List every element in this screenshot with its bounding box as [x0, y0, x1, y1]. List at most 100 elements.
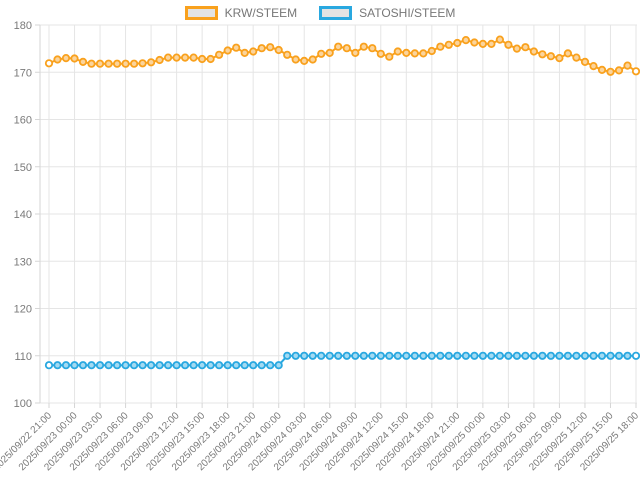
data-point[interactable]	[172, 53, 181, 62]
data-point[interactable]	[266, 43, 275, 52]
data-point[interactable]	[427, 46, 436, 56]
data-point[interactable]	[359, 351, 368, 360]
data-point[interactable]	[78, 57, 88, 67]
data-point[interactable]	[436, 351, 445, 360]
data-point[interactable]	[461, 351, 470, 360]
data-point[interactable]	[555, 53, 564, 63]
data-point[interactable]	[555, 351, 564, 360]
data-point[interactable]	[470, 351, 479, 360]
data-point[interactable]	[359, 42, 368, 51]
data-point[interactable]	[453, 351, 462, 360]
data-point[interactable]	[53, 55, 62, 64]
legend-item-satoshi-steem[interactable]: SATOSHI/STEEM	[319, 6, 455, 20]
data-point[interactable]	[580, 351, 590, 360]
data-point[interactable]	[478, 351, 487, 360]
data-point[interactable]	[138, 59, 147, 68]
data-point[interactable]	[614, 351, 624, 360]
data-point[interactable]	[232, 361, 241, 370]
data-point[interactable]	[487, 351, 496, 360]
data-point[interactable]	[232, 43, 241, 52]
data-point[interactable]	[138, 361, 147, 370]
data-point[interactable]	[155, 361, 164, 370]
data-point[interactable]	[444, 351, 453, 360]
data-point[interactable]	[44, 361, 54, 370]
data-point[interactable]	[223, 361, 232, 370]
data-point[interactable]	[521, 43, 530, 52]
data-point[interactable]	[580, 57, 590, 67]
data-point[interactable]	[444, 40, 453, 49]
data-point[interactable]	[368, 351, 377, 360]
data-point[interactable]	[61, 361, 71, 370]
data-point[interactable]	[546, 351, 556, 360]
data-point[interactable]	[198, 361, 207, 370]
data-point[interactable]	[130, 59, 139, 68]
data-point[interactable]	[95, 361, 105, 370]
data-point[interactable]	[70, 54, 79, 63]
data-point[interactable]	[87, 361, 96, 370]
data-point[interactable]	[181, 361, 190, 370]
data-point[interactable]	[317, 351, 326, 360]
data-point[interactable]	[189, 53, 198, 62]
data-point[interactable]	[385, 52, 394, 61]
data-point[interactable]	[614, 66, 624, 75]
data-point[interactable]	[95, 59, 105, 68]
data-point[interactable]	[410, 351, 419, 360]
data-point[interactable]	[376, 49, 385, 58]
data-point[interactable]	[597, 65, 607, 75]
data-point[interactable]	[368, 44, 377, 53]
data-point[interactable]	[563, 49, 573, 58]
data-point[interactable]	[504, 40, 513, 49]
data-point[interactable]	[283, 50, 292, 59]
data-point[interactable]	[181, 53, 190, 62]
data-point[interactable]	[206, 54, 215, 64]
data-point[interactable]	[61, 53, 71, 63]
data-point[interactable]	[325, 351, 334, 360]
data-point[interactable]	[436, 42, 445, 51]
data-point[interactable]	[563, 351, 573, 360]
data-point[interactable]	[291, 55, 300, 64]
data-point[interactable]	[623, 351, 632, 360]
data-point[interactable]	[529, 47, 539, 56]
data-point[interactable]	[419, 351, 428, 360]
data-point[interactable]	[572, 351, 581, 360]
data-point[interactable]	[623, 61, 632, 70]
legend-item-krw-steem[interactable]: KRW/STEEM	[184, 6, 297, 20]
data-point[interactable]	[300, 56, 309, 66]
data-point[interactable]	[410, 49, 419, 58]
data-point[interactable]	[402, 351, 411, 360]
data-point[interactable]	[402, 48, 411, 58]
data-point[interactable]	[325, 48, 334, 58]
data-point[interactable]	[342, 351, 351, 360]
data-point[interactable]	[504, 351, 513, 360]
data-point[interactable]	[257, 361, 266, 370]
data-point[interactable]	[334, 42, 343, 51]
data-point[interactable]	[529, 351, 539, 360]
data-point[interactable]	[376, 351, 385, 360]
data-point[interactable]	[240, 48, 249, 58]
data-point[interactable]	[470, 38, 479, 47]
data-point[interactable]	[274, 45, 283, 55]
data-point[interactable]	[172, 361, 181, 370]
data-point[interactable]	[223, 46, 232, 55]
data-point[interactable]	[589, 351, 598, 360]
data-point[interactable]	[495, 35, 504, 44]
data-point[interactable]	[317, 49, 326, 58]
data-point[interactable]	[351, 351, 360, 360]
data-point[interactable]	[130, 361, 139, 370]
data-point[interactable]	[113, 361, 122, 370]
data-point[interactable]	[44, 59, 54, 68]
data-point[interactable]	[606, 67, 615, 76]
data-point[interactable]	[572, 53, 581, 62]
data-point[interactable]	[546, 52, 556, 61]
data-point[interactable]	[291, 351, 300, 360]
data-point[interactable]	[512, 44, 522, 53]
data-point[interactable]	[164, 53, 173, 62]
data-point[interactable]	[121, 59, 130, 68]
data-point[interactable]	[427, 351, 436, 360]
data-point[interactable]	[70, 361, 79, 370]
data-point[interactable]	[453, 38, 462, 48]
data-point[interactable]	[121, 361, 130, 370]
data-point[interactable]	[274, 361, 283, 370]
data-point[interactable]	[266, 361, 275, 370]
data-point[interactable]	[393, 351, 402, 360]
